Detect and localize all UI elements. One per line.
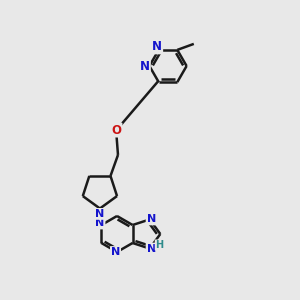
Text: N: N	[140, 59, 150, 73]
Text: N: N	[111, 247, 120, 257]
Text: N: N	[95, 209, 104, 219]
Text: N: N	[152, 40, 162, 53]
Text: H: H	[155, 240, 164, 250]
Text: N: N	[147, 244, 156, 254]
Text: N: N	[147, 214, 156, 224]
Text: O: O	[112, 124, 122, 136]
Text: N: N	[95, 218, 104, 229]
